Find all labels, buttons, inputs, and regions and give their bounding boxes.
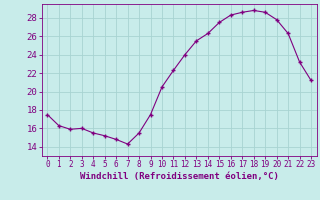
X-axis label: Windchill (Refroidissement éolien,°C): Windchill (Refroidissement éolien,°C) bbox=[80, 172, 279, 181]
